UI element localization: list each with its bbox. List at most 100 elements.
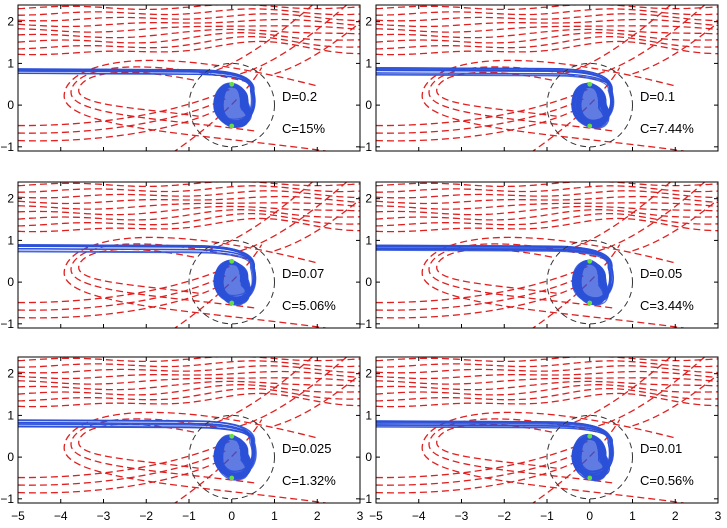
streamline bbox=[173, 419, 263, 503]
x-tick-label: −1 bbox=[540, 509, 554, 523]
streamline bbox=[18, 384, 360, 396]
reference-circle bbox=[546, 414, 633, 500]
streamline bbox=[18, 360, 360, 368]
streamline bbox=[18, 108, 220, 142]
annotation-d: D=0.05 bbox=[640, 266, 682, 281]
streamline bbox=[376, 365, 718, 374]
streamline bbox=[376, 13, 718, 22]
streamline bbox=[376, 392, 718, 408]
streamline bbox=[376, 98, 584, 134]
panel-plot-area bbox=[18, 357, 360, 503]
streamline bbox=[18, 387, 360, 402]
streamline bbox=[18, 87, 233, 127]
streamline bbox=[18, 450, 226, 486]
x-tick-label: −3 bbox=[97, 509, 111, 523]
panel-5: −1 0 1 2 −5 −4 −3 −2 −1 0 1 2 3 D=0.025 C=1.32% bbox=[0, 356, 364, 523]
streamline bbox=[428, 418, 615, 484]
streamline bbox=[274, 373, 360, 427]
x-tick-label: 1 bbox=[629, 509, 636, 523]
streamline bbox=[18, 392, 360, 408]
streamline bbox=[376, 387, 718, 402]
streamline bbox=[376, 212, 718, 227]
streamline bbox=[436, 71, 557, 117]
trajectory bbox=[376, 248, 611, 303]
reference-circle bbox=[188, 414, 275, 500]
annotation-c: C=0.56% bbox=[640, 473, 694, 488]
streamline bbox=[376, 87, 591, 127]
y-tick-label: 0 bbox=[365, 98, 372, 112]
streamline bbox=[18, 202, 360, 210]
trajectory bbox=[18, 70, 255, 126]
x-tick-label: −5 bbox=[11, 509, 25, 523]
streamline bbox=[376, 18, 718, 28]
trajectory-cluster bbox=[576, 263, 607, 306]
streamline bbox=[428, 66, 615, 132]
reference-circle bbox=[188, 62, 275, 148]
streamline bbox=[18, 35, 360, 50]
streamline bbox=[376, 275, 584, 311]
streamline bbox=[376, 108, 578, 142]
streamline bbox=[18, 209, 360, 221]
streamline bbox=[376, 190, 718, 199]
streamline bbox=[18, 195, 360, 205]
streamline bbox=[376, 380, 718, 391]
y-tick-label: 2 bbox=[365, 15, 372, 29]
streamline bbox=[70, 66, 257, 132]
streamline bbox=[436, 423, 557, 469]
marker-point bbox=[229, 475, 235, 481]
streamline bbox=[376, 439, 591, 479]
streamline bbox=[78, 248, 199, 294]
streamline bbox=[531, 244, 621, 328]
y-tick-label: 1 bbox=[365, 56, 372, 70]
streamline bbox=[18, 370, 360, 380]
marker-point bbox=[587, 475, 593, 481]
panel-plot-area bbox=[18, 5, 360, 151]
x-tick-label: 0 bbox=[228, 509, 235, 523]
y-tick-label: 2 bbox=[7, 192, 14, 206]
y-tick-label: 0 bbox=[365, 450, 372, 464]
annotation-c: C=5.06% bbox=[282, 298, 336, 313]
annotation-c: C=1.32% bbox=[282, 473, 336, 488]
annotation-d: D=0.1 bbox=[640, 89, 675, 104]
y-tick-label: 2 bbox=[7, 15, 14, 29]
panel-2: −1 0 1 2 D=0.1 C=7.44% bbox=[358, 4, 719, 154]
streamline bbox=[531, 67, 621, 151]
streamline bbox=[376, 460, 578, 494]
x-tick-label: −2 bbox=[139, 509, 153, 523]
annotation-c: C=7.44% bbox=[640, 121, 694, 136]
streamline bbox=[376, 285, 578, 319]
x-tick-label: −5 bbox=[369, 509, 383, 523]
y-tick-label: −1 bbox=[0, 140, 14, 154]
streamline bbox=[63, 236, 326, 328]
x-tick-label: −3 bbox=[455, 509, 469, 523]
streamline bbox=[436, 248, 557, 294]
y-tick-label: −1 bbox=[358, 140, 372, 154]
streamline bbox=[632, 21, 718, 75]
y-tick-label: 2 bbox=[365, 192, 372, 206]
streamline bbox=[598, 5, 706, 75]
y-tick-label: 1 bbox=[365, 408, 372, 422]
y-tick-label: −1 bbox=[0, 492, 14, 506]
streamline bbox=[18, 380, 360, 391]
streamline bbox=[274, 198, 360, 252]
x-tick-label: −1 bbox=[182, 509, 196, 523]
streamline bbox=[240, 182, 348, 252]
streamline bbox=[240, 5, 348, 75]
annotation-d: D=0.2 bbox=[282, 89, 317, 104]
trajectory-cluster bbox=[218, 438, 249, 481]
streamline bbox=[421, 411, 684, 503]
trajectory-cluster bbox=[218, 86, 249, 129]
panel-plot-area bbox=[376, 5, 718, 151]
streamline bbox=[376, 35, 718, 50]
marker-point bbox=[587, 258, 593, 264]
panel-3: −1 0 1 2 D=0.07 C=5.06% bbox=[0, 181, 361, 331]
x-tick-label: −4 bbox=[54, 509, 68, 523]
streamline bbox=[18, 275, 226, 311]
marker-point bbox=[587, 81, 593, 87]
y-tick-label: −1 bbox=[358, 492, 372, 506]
streamline bbox=[428, 243, 615, 309]
panel-6: −1 0 1 2 −5 −4 −3 −2 −1 0 1 2 3 D=0.01 C=0.56% bbox=[358, 356, 722, 523]
marker-point bbox=[587, 433, 593, 439]
streamline bbox=[598, 182, 706, 252]
streamline bbox=[376, 32, 718, 44]
